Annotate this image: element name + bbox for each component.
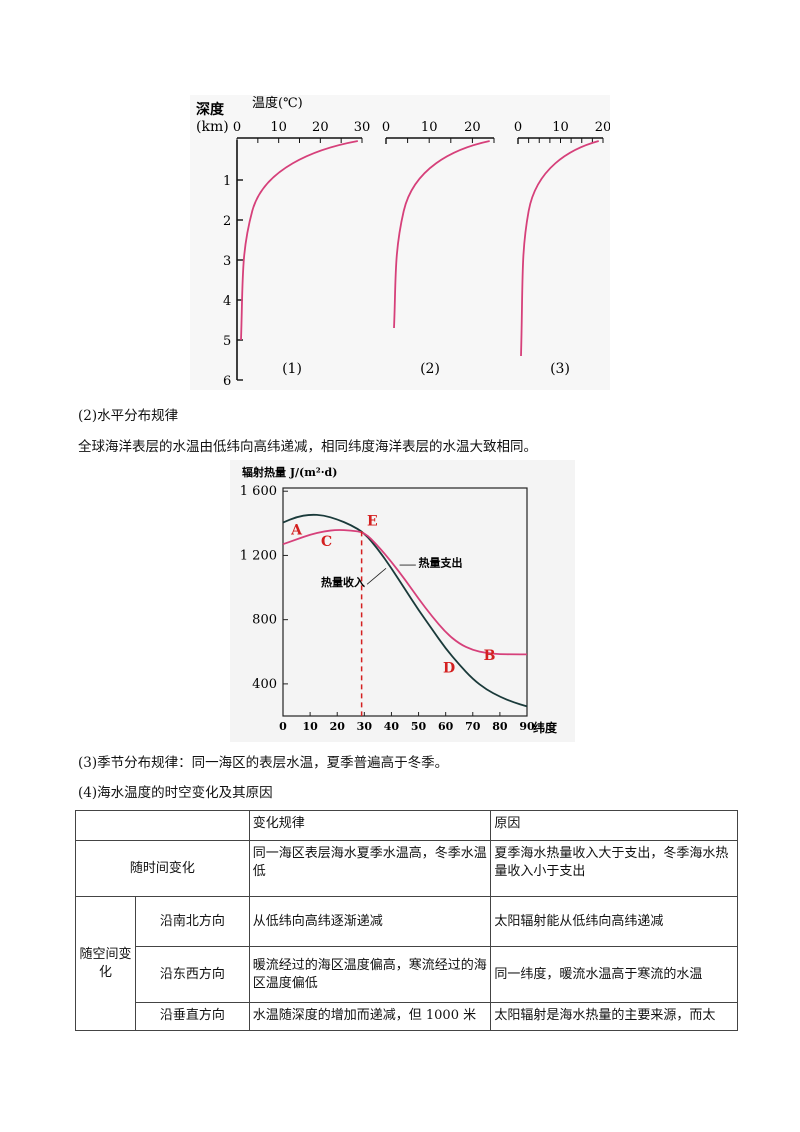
temperature-tick-label: 10 — [270, 120, 287, 135]
temperature-axis-label: 温度(℃) — [252, 95, 303, 111]
x-tick-label: 30 — [357, 720, 373, 733]
y-tick-label: 1 600 — [240, 484, 277, 499]
table-row-vertical: 沿垂直方向 水温随深度的增加而递减，但 1000 米 太阳辐射是海水热量的主要来… — [76, 1002, 738, 1031]
temperature-profile-curve — [520, 140, 599, 357]
x-tick-label: 40 — [384, 720, 400, 733]
table-row-time: 随时间变化 同一海区表层海水夏季水温高，冬季水温低 夏季海水热量收入大于支出，冬… — [75, 840, 738, 897]
chart-xlabel: 纬度 — [533, 720, 558, 735]
row-ew-reason: 同一纬度，暖流水温高于寒流的水温 — [490, 946, 738, 1003]
series-line — [282, 529, 527, 656]
profile-panel: 0 10 20 (2) — [382, 120, 495, 377]
row-time-label: 随时间变化 — [75, 840, 250, 897]
x-tick-label: 60 — [438, 720, 454, 733]
series-group — [282, 513, 528, 708]
y-tick-label: 800 — [252, 613, 277, 628]
row-ew-label: 沿东西方向 — [134, 946, 250, 1003]
series-line — [282, 513, 528, 708]
x-tick-label: 20 — [330, 720, 346, 733]
series-label-income: 热量收入 — [321, 575, 365, 589]
row-space-label: 随空间变化 — [75, 896, 136, 1031]
temperature-tick-label: 20 — [595, 120, 610, 135]
depth-tick-label: 4 — [223, 294, 231, 309]
x-tick-group: 0 10 20 30 40 50 60 70 80 90 — [279, 712, 535, 733]
section-3-text: (3)季节分布规律：同一海区的表层水温，夏季普遍高于冬季。 — [78, 755, 449, 771]
leader-line-income — [366, 567, 387, 585]
section-2-text: 全球海洋表层的水温由低纬向高纬递减，相同纬度海洋表层的水温大致相同。 — [78, 439, 537, 455]
depth-tick-label: 5 — [223, 334, 231, 349]
temperature-profile-curve — [393, 140, 490, 329]
x-tick-label: 80 — [492, 720, 508, 733]
temperature-tick-label: 30 — [354, 120, 371, 135]
panel-caption: (3) — [550, 361, 570, 377]
depth-unit-label: (km) — [196, 119, 229, 135]
header-rule: 变化规律 — [248, 810, 492, 841]
x-tick-label: 90 — [519, 720, 535, 733]
point-label: A — [290, 523, 303, 539]
table-row-ns: 随空间变化 沿南北方向 从低纬向高纬逐渐递减 太阳辐射能从低纬向高纬递减 — [75, 896, 738, 1031]
header-reason: 原因 — [490, 810, 738, 841]
plot-frame — [282, 487, 528, 717]
panel-caption: (1) — [282, 361, 302, 377]
depth-tick-label: 2 — [223, 214, 231, 229]
heat-latitude-chart: 辐射热量 J/(m²·d) 1 600 1 200 800 400 0 10 20 30 40… — [230, 460, 575, 742]
row-ew-rule: 暖流经过的海区温度偏高，寒流经过的海区温度偏低 — [248, 946, 492, 1003]
point-label: C — [321, 534, 332, 550]
row-ns-reason: 太阳辐射能从低纬向高纬递减 — [490, 896, 738, 947]
y-tick-group: 1 600 1 200 800 400 — [240, 484, 288, 692]
row-time-rule: 同一海区表层海水夏季水温高，冬季水温低 — [248, 840, 492, 897]
temperature-variation-table: 变化规律 原因 随时间变化 同一海区表层海水夏季水温高，冬季水温低 夏季海水热量… — [75, 810, 738, 1031]
section-2-title: (2)水平分布规律 — [78, 408, 179, 424]
depth-tick-label: 1 — [223, 174, 231, 189]
row-ns-label: 沿南北方向 — [134, 896, 250, 947]
profile-panel: 0 10 20 (3) — [514, 120, 610, 377]
depth-tick-group: 1 2 3 4 5 6 — [223, 140, 243, 389]
x-tick-label: 70 — [465, 720, 481, 733]
temperature-tick-label: 10 — [552, 120, 569, 135]
table-header-row: 变化规律 原因 — [75, 810, 738, 841]
temperature-tick-label: 0 — [382, 120, 390, 135]
x-tick-label: 0 — [279, 720, 287, 733]
point-label: B — [484, 648, 496, 664]
point-label: D — [443, 661, 455, 677]
temperature-tick-label: 0 — [514, 120, 522, 135]
section-4-title: (4)海水温度的时空变化及其原因 — [78, 785, 273, 801]
panel-caption: (2) — [420, 361, 440, 377]
depth-axis-label: 深度 — [196, 101, 225, 118]
y-tick-label: 1 200 — [240, 548, 277, 563]
depth-tick-label: 3 — [223, 254, 231, 269]
point-labels: A B C D E — [290, 514, 495, 677]
table-row-ew: 沿东西方向 暖流经过的海区温度偏高，寒流经过的海区温度偏低 同一纬度，暖流水温高… — [76, 946, 738, 1003]
profile-panels: 0 10 20 30 (1) 0 10 20 (2) 0 10 20 (3) — [233, 120, 610, 377]
profile-panel: 0 10 20 30 (1) — [233, 120, 370, 377]
x-tick-label: 10 — [302, 720, 318, 733]
x-tick-label: 50 — [411, 720, 427, 733]
row-time-reason: 夏季海水热量收入大于支出，冬季海水热量收入小于支出 — [490, 840, 738, 897]
temperature-tick-label: 10 — [421, 120, 438, 135]
row-ns-rule: 从低纬向高纬逐渐递减 — [248, 896, 492, 947]
temperature-tick-label: 0 — [233, 120, 241, 135]
header-empty-cell — [75, 810, 250, 841]
y-tick-label: 400 — [252, 677, 277, 692]
row-v-rule: 水温随深度的增加而递减，但 1000 米 — [248, 1002, 492, 1031]
temperature-tick-label: 20 — [312, 120, 329, 135]
temperature-tick-label: 20 — [464, 120, 481, 135]
series-label-expense: 热量支出 — [419, 556, 463, 570]
chart-ylabel: 辐射热量 J/(m²·d) — [242, 465, 337, 479]
depth-tick-label: 6 — [223, 374, 231, 389]
point-label: E — [367, 514, 378, 530]
row-v-reason: 太阳辐射是海水热量的主要来源，而太 — [490, 1002, 738, 1031]
temperature-profile-curve — [240, 140, 358, 341]
row-v-label: 沿垂直方向 — [134, 1002, 250, 1031]
